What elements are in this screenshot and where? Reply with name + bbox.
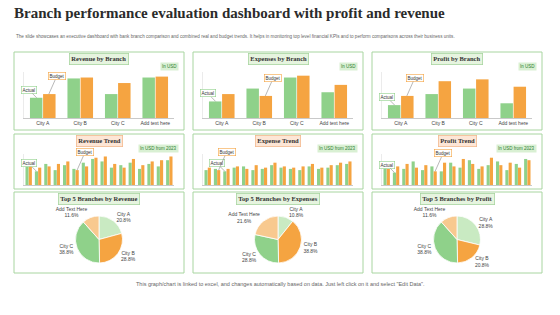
svg-text:In USD: In USD [162, 64, 177, 69]
svg-text:In USD: In USD [520, 64, 535, 69]
svg-text:In USD from 2023: In USD from 2023 [319, 146, 356, 151]
svg-text:City C38.8%: City C38.8% [417, 243, 432, 256]
svg-text:Actual: Actual [23, 161, 36, 166]
svg-text:Revenue by Branch: Revenue by Branch [71, 55, 126, 62]
svg-text:Budget: Budget [436, 151, 451, 156]
svg-text:Add text here: Add text here [319, 120, 349, 126]
svg-text:City C: City C [111, 120, 125, 126]
svg-text:City A: City A [394, 120, 408, 126]
svg-text:City A: City A [215, 120, 229, 126]
svg-text:Actual: Actual [381, 163, 394, 168]
svg-text:City B20.8%: City B20.8% [475, 255, 490, 268]
svg-text:City C38.8%: City C38.8% [59, 243, 74, 256]
svg-text:Actual: Actual [381, 95, 394, 100]
svg-text:Profit by Branch: Profit by Branch [433, 55, 480, 62]
svg-text:Revenue Trend: Revenue Trend [78, 137, 120, 144]
svg-text:Top 5 Branches by Revenue: Top 5 Branches by Revenue [60, 195, 137, 202]
svg-text:Budget: Budget [50, 74, 65, 79]
svg-text:City B: City B [74, 120, 88, 126]
svg-text:Expenses by Branch: Expenses by Branch [250, 55, 307, 62]
svg-text:Budget: Budget [408, 76, 423, 81]
svg-text:Top 5 Branches by Profit: Top 5 Branches by Profit [422, 195, 492, 202]
svg-text:In USD: In USD [341, 64, 356, 69]
svg-text:This graph/chart is linked to: This graph/chart is linked to excel, and… [136, 281, 425, 287]
svg-text:City A28.8%: City A28.8% [479, 216, 494, 229]
svg-text:City C: City C [290, 120, 304, 126]
svg-text:City B: City B [432, 120, 446, 126]
svg-text:City B38.8%: City B38.8% [303, 241, 318, 254]
svg-text:Actual: Actual [211, 161, 224, 166]
svg-text:Top 5 Branches by Expenses: Top 5 Branches by Expenses [238, 195, 317, 202]
svg-text:City A20.8%: City A20.8% [116, 211, 131, 224]
svg-text:Budget: Budget [266, 76, 281, 81]
svg-text:Add Text Here21.6%: Add Text Here21.6% [228, 211, 260, 224]
svg-text:Profit Trend: Profit Trend [440, 137, 475, 144]
svg-text:City B: City B [253, 120, 267, 126]
svg-text:City C28.8%: City C28.8% [242, 251, 257, 264]
svg-text:Add Text Here11.6%: Add Text Here11.6% [56, 206, 88, 219]
svg-text:In USD from 2023: In USD from 2023 [498, 146, 535, 151]
svg-text:Add Text Here11.6%: Add Text Here11.6% [414, 206, 446, 219]
svg-text:City A: City A [36, 120, 50, 126]
svg-text:Actual: Actual [23, 88, 36, 93]
svg-text:City C: City C [469, 120, 483, 126]
svg-text:Branch performance evaluation: Branch performance evaluation dashboard … [14, 5, 445, 21]
svg-text:Budget: Budget [220, 150, 235, 155]
svg-text:City A10.8%: City A10.8% [289, 206, 304, 219]
svg-text:Expense Trend: Expense Trend [257, 137, 299, 144]
svg-text:In USD from 2023: In USD from 2023 [140, 146, 177, 151]
svg-text:Actual: Actual [202, 91, 215, 96]
svg-text:Add text here: Add text here [140, 120, 170, 126]
svg-text:City B28.8%: City B28.8% [121, 250, 136, 263]
svg-text:Budget: Budget [78, 150, 93, 155]
svg-text:Add text here: Add text here [498, 120, 528, 126]
svg-text:The slide showcases an executi: The slide showcases an executive dashboa… [16, 34, 455, 39]
